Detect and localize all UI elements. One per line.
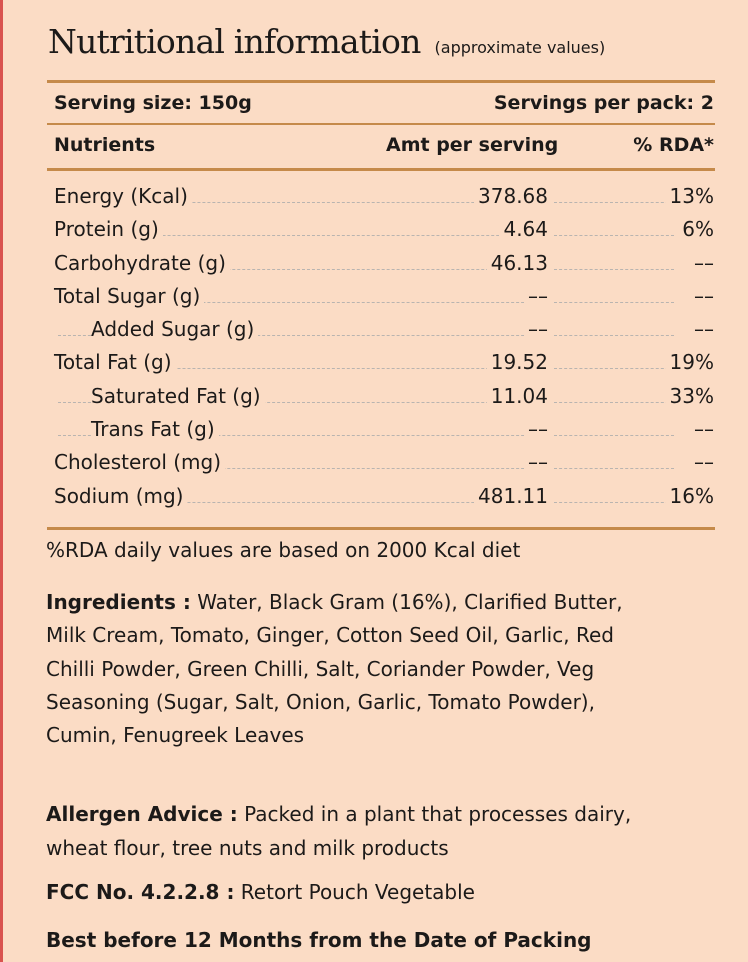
nutrient-rda: –– (690, 413, 714, 447)
nutrient-amount: 11.04 (486, 379, 550, 413)
nutrient-name: Trans Fat (g) (91, 413, 219, 447)
table-header: Nutrients Amt per serving % RDA* (54, 130, 714, 164)
nutrient-rda: 19% (665, 346, 714, 380)
nutrient-amount: 19.52 (486, 346, 550, 380)
leader-dots (58, 235, 549, 237)
title-row: Nutritional information (approximate val… (48, 22, 728, 72)
leader-dots (554, 468, 674, 470)
nutrient-name: Cholesterol (mg) (54, 446, 226, 480)
fcc-label: FCC No. 4.2.2.8 : (46, 880, 235, 904)
allergen-text: Packed in a plant that processes dairy, … (46, 802, 632, 860)
servings-per-pack: Servings per pack: 2 (493, 92, 714, 114)
table-row: Total Fat (g) 19.52 19% (54, 346, 714, 380)
nutrient-name: Protein (g) (54, 213, 163, 247)
leader-dots (554, 301, 674, 303)
fcc-text: Retort Pouch Vegetable (240, 880, 475, 904)
nutrient-amount: –– (524, 313, 550, 347)
ingredients-text: Water, Black Gram (16%), Clarified Butte… (46, 590, 623, 748)
nutrient-amount: 46.13 (486, 246, 550, 280)
nutrient-amount: –– (524, 446, 550, 480)
leader-dots (58, 468, 549, 470)
leader-dots (58, 501, 549, 503)
left-edge-strip (0, 0, 3, 962)
table-row: Sodium (mg) 481.11 16% (54, 479, 714, 513)
nutrient-amount: –– (524, 413, 550, 447)
nutrient-name: Saturated Fat (g) (91, 379, 265, 413)
leader-dots (58, 268, 549, 270)
serving-row: Serving size: 150g Servings per pack: 2 (54, 86, 714, 120)
header-divider (47, 168, 715, 171)
nutrient-table: Energy (Kcal) 378.68 13% Protein (g) 4.6… (54, 180, 714, 513)
table-row: Trans Fat (g) –– –– (54, 413, 714, 447)
allergen-section: Allergen Advice : Packed in a plant that… (46, 797, 686, 865)
leader-dots (554, 235, 674, 237)
table-row: Energy (Kcal) 378.68 13% (54, 180, 714, 213)
serving-size: Serving size: 150g (54, 92, 252, 114)
leader-dots (554, 368, 674, 370)
leader-dots (58, 401, 549, 403)
allergen-label: Allergen Advice : (46, 802, 238, 826)
leader-dots (554, 401, 674, 403)
header-amount: Amt per serving (386, 134, 559, 156)
nutrient-rda: 16% (665, 479, 714, 513)
ingredients-label: Ingredients : (46, 590, 191, 614)
serving-divider (47, 123, 715, 125)
nutrient-amount: 481.11 (474, 479, 550, 513)
nutrient-name: Added Sugar (g) (91, 313, 259, 347)
leader-dots (58, 301, 549, 303)
leader-dots (58, 368, 549, 370)
table-row: Added Sugar (g) –– –– (54, 313, 714, 347)
nutrient-rda: –– (690, 279, 714, 313)
leader-dots (58, 202, 549, 203)
nutrient-rda: –– (690, 313, 714, 347)
nutrient-rda: –– (690, 246, 714, 280)
nutrient-name: Energy (Kcal) (54, 180, 192, 213)
nutrient-rda: 6% (678, 213, 714, 247)
page-title: Nutritional information (48, 22, 421, 61)
leader-dots (554, 268, 674, 270)
nutrient-rda: –– (690, 446, 714, 480)
leader-dots (554, 335, 674, 337)
rda-footnote: %RDA daily values are based on 2000 Kcal… (46, 538, 521, 562)
top-rule (47, 80, 715, 83)
nutrient-amount: 378.68 (474, 180, 550, 213)
leader-dots (554, 501, 674, 503)
nutrient-amount: 4.64 (499, 213, 550, 247)
bottom-rule (47, 527, 715, 530)
nutrient-name: Carbohydrate (g) (54, 246, 230, 280)
leader-dots (58, 435, 549, 437)
table-row: Total Sugar (g) –– –– (54, 279, 714, 313)
table-row: Saturated Fat (g) 11.04 33% (54, 379, 714, 413)
nutrient-name: Sodium (mg) (54, 479, 188, 513)
leader-dots (58, 335, 549, 337)
leader-dots (554, 202, 674, 203)
nutrient-amount: –– (524, 279, 550, 313)
nutrient-name: Total Sugar (g) (54, 279, 205, 313)
nutrient-name: Total Fat (g) (54, 346, 176, 380)
fcc-section: FCC No. 4.2.2.8 : Retort Pouch Vegetable (46, 880, 726, 904)
header-nutrients: Nutrients (54, 134, 156, 156)
table-row: Cholesterol (mg) –– –– (54, 446, 714, 480)
ingredients-section: Ingredients : Water, Black Gram (16%), C… (46, 586, 626, 752)
table-row: Protein (g) 4.64 6% (54, 213, 714, 247)
nutrient-rda: 33% (665, 379, 714, 413)
best-before: Best before 12 Months from the Date of P… (46, 928, 592, 952)
table-row: Carbohydrate (g) 46.13 –– (54, 246, 714, 280)
header-rda: % RDA* (633, 134, 714, 156)
leader-dots (554, 435, 674, 437)
nutrient-rda: 13% (665, 180, 714, 213)
page-subtitle: (approximate values) (434, 38, 606, 57)
